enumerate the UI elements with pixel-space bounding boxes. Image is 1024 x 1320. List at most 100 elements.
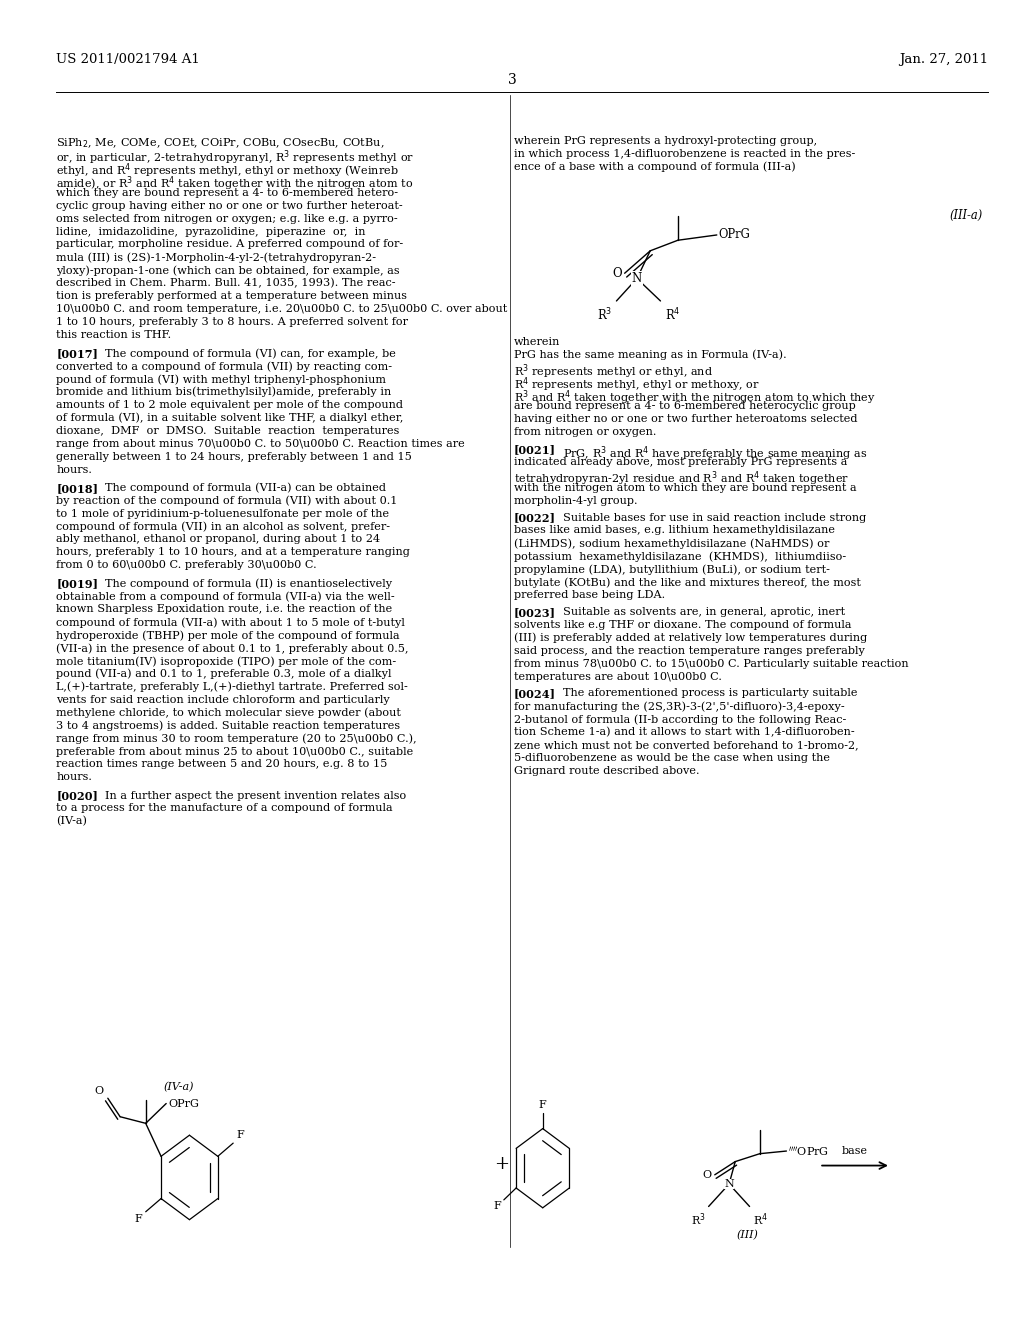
Text: generally between 1 to 24 hours, preferably between 1 and 15: generally between 1 to 24 hours, prefera…: [56, 451, 413, 462]
Text: dioxane,  DMF  or  DMSO.  Suitable  reaction  temperatures: dioxane, DMF or DMSO. Suitable reaction …: [56, 426, 399, 436]
Text: 3: 3: [508, 73, 516, 87]
Text: R$^3$: R$^3$: [597, 306, 612, 323]
Text: Suitable as solvents are, in general, aprotic, inert: Suitable as solvents are, in general, ap…: [563, 607, 846, 616]
Text: to 1 mole of pyridinium-p-toluenesulfonate per mole of the: to 1 mole of pyridinium-p-toluenesulfona…: [56, 508, 389, 519]
Text: R$^3$: R$^3$: [691, 1212, 706, 1229]
Text: R$^3$ and R$^4$ taken together with the nitrogen atom to which they: R$^3$ and R$^4$ taken together with the …: [514, 388, 876, 407]
Text: [0022]: [0022]: [514, 512, 556, 524]
Text: ence of a base with a compound of formula (III-a): ence of a base with a compound of formul…: [514, 162, 796, 173]
Text: or, in particular, 2-tetrahydropyranyl, R$^3$ represents methyl or: or, in particular, 2-tetrahydropyranyl, …: [56, 149, 415, 168]
Text: preferred base being LDA.: preferred base being LDA.: [514, 590, 666, 601]
Text: L,(+)-tartrate, preferably L,(+)-diethyl tartrate. Preferred sol-: L,(+)-tartrate, preferably L,(+)-diethyl…: [56, 682, 409, 693]
Text: by reaction of the compound of formula (VII) with about 0.1: by reaction of the compound of formula (…: [56, 495, 397, 506]
Text: PrG has the same meaning as in Formula (IV-a).: PrG has the same meaning as in Formula (…: [514, 350, 786, 360]
Text: from nitrogen or oxygen.: from nitrogen or oxygen.: [514, 428, 656, 437]
Text: in which process 1,4-difluorobenzene is reacted in the pres-: in which process 1,4-difluorobenzene is …: [514, 149, 855, 158]
Text: R$^3$ represents methyl or ethyl, and: R$^3$ represents methyl or ethyl, and: [514, 363, 713, 381]
Text: obtainable from a compound of formula (VII-a) via the well-: obtainable from a compound of formula (V…: [56, 591, 395, 602]
Text: solvents like e.g THF or dioxane. The compound of formula: solvents like e.g THF or dioxane. The co…: [514, 620, 852, 630]
Text: ably methanol, ethanol or propanol, during about 1 to 24: ably methanol, ethanol or propanol, duri…: [56, 535, 381, 544]
Text: for manufacturing the (2S,3R)-3-(2',5'-difluoro)-3,4-epoxy-: for manufacturing the (2S,3R)-3-(2',5'-d…: [514, 701, 845, 711]
Text: (VII-a) in the presence of about 0.1 to 1, preferably about 0.5,: (VII-a) in the presence of about 0.1 to …: [56, 643, 409, 653]
Text: OPrG: OPrG: [168, 1098, 199, 1109]
Text: Grignard route described above.: Grignard route described above.: [514, 766, 699, 776]
Text: said process, and the reaction temperature ranges preferably: said process, and the reaction temperatu…: [514, 645, 865, 656]
Text: mula (III) is (2S)-1-Morpholin-4-yl-2-(tetrahydropyran-2-: mula (III) is (2S)-1-Morpholin-4-yl-2-(t…: [56, 252, 377, 263]
Text: wherein PrG represents a hydroxyl-protecting group,: wherein PrG represents a hydroxyl-protec…: [514, 136, 817, 147]
Text: compound of formula (VII) in an alcohol as solvent, prefer-: compound of formula (VII) in an alcohol …: [56, 521, 390, 532]
Text: lidine,  imidazolidine,  pyrazolidine,  piperazine  or,  in: lidine, imidazolidine, pyrazolidine, pip…: [56, 227, 366, 236]
Text: with the nitrogen atom to which they are bound represent a: with the nitrogen atom to which they are…: [514, 483, 857, 492]
Text: [0021]: [0021]: [514, 444, 556, 455]
Text: methylene chloride, to which molecular sieve powder (about: methylene chloride, to which molecular s…: [56, 708, 401, 718]
Text: F: F: [135, 1214, 142, 1225]
Text: The compound of formula (II) is enantioselectively: The compound of formula (II) is enantios…: [105, 578, 392, 589]
Text: amounts of 1 to 2 mole equivalent per mole of the compound: amounts of 1 to 2 mole equivalent per mo…: [56, 400, 403, 409]
Text: hours.: hours.: [56, 465, 92, 474]
Text: from minus 78\u00b0 C. to 15\u00b0 C. Particularly suitable reaction: from minus 78\u00b0 C. to 15\u00b0 C. Pa…: [514, 659, 908, 669]
Text: +: +: [495, 1155, 509, 1173]
Text: $^{\prime\prime\prime\prime}$OPrG: $^{\prime\prime\prime\prime}$OPrG: [788, 1144, 829, 1158]
Text: cyclic group having either no or one or two further heteroat-: cyclic group having either no or one or …: [56, 201, 403, 211]
Text: R$^4$ represents methyl, ethyl or methoxy, or: R$^4$ represents methyl, ethyl or methox…: [514, 375, 760, 393]
Text: The aforementioned process is particularty suitable: The aforementioned process is particular…: [563, 689, 858, 698]
Text: which they are bound represent a 4- to 6-membered hetero-: which they are bound represent a 4- to 6…: [56, 187, 398, 198]
Text: converted to a compound of formula (VII) by reacting com-: converted to a compound of formula (VII)…: [56, 362, 392, 372]
Text: preferable from about minus 25 to about 10\u00b0 C., suitable: preferable from about minus 25 to about …: [56, 747, 414, 756]
Text: pound of formula (VI) with methyl triphenyl-phosphonium: pound of formula (VI) with methyl triphe…: [56, 374, 386, 384]
Text: The compound of formula (VII-a) can be obtained: The compound of formula (VII-a) can be o…: [105, 483, 386, 494]
Text: (IV-a): (IV-a): [56, 816, 87, 826]
Text: oms selected from nitrogen or oxygen; e.g. like e.g. a pyrro-: oms selected from nitrogen or oxygen; e.…: [56, 214, 398, 223]
Text: PrG, R$^3$ and R$^4$ have preferably the same meaning as: PrG, R$^3$ and R$^4$ have preferably the…: [563, 444, 867, 462]
Text: R$^4$: R$^4$: [665, 306, 680, 323]
Text: (III) is preferably added at relatively low temperatures during: (III) is preferably added at relatively …: [514, 632, 867, 643]
Text: described in Chem. Pharm. Bull. 41, 1035, 1993). The reac-: described in Chem. Pharm. Bull. 41, 1035…: [56, 279, 396, 289]
Text: base: base: [842, 1146, 868, 1156]
Text: tion is preferably performed at a temperature between minus: tion is preferably performed at a temper…: [56, 292, 408, 301]
Text: this reaction is THF.: this reaction is THF.: [56, 330, 171, 341]
Text: indicated already above, most preferably PrG represents a: indicated already above, most preferably…: [514, 457, 848, 467]
Text: (IV-a): (IV-a): [164, 1082, 195, 1093]
Text: [0023]: [0023]: [514, 607, 556, 618]
Text: 5-difluorobenzene as would be the case when using the: 5-difluorobenzene as would be the case w…: [514, 754, 830, 763]
Text: mole titanium(IV) isopropoxide (TIPO) per mole of the com-: mole titanium(IV) isopropoxide (TIPO) pe…: [56, 656, 396, 667]
Text: butylate (KOtBu) and the like and mixtures thereof, the most: butylate (KOtBu) and the like and mixtur…: [514, 577, 861, 587]
Text: [0024]: [0024]: [514, 689, 556, 700]
Text: wherein: wherein: [514, 337, 560, 347]
Text: F: F: [237, 1130, 244, 1140]
Text: Jan. 27, 2011: Jan. 27, 2011: [899, 53, 988, 66]
Text: tion Scheme 1-a) and it allows to start with 1,4-difluoroben-: tion Scheme 1-a) and it allows to start …: [514, 727, 855, 738]
Text: [0018]: [0018]: [56, 483, 98, 494]
Text: 2-butanol of formula (II-b according to the following Reac-: 2-butanol of formula (II-b according to …: [514, 714, 846, 725]
Text: amide), or R$^3$ and R$^4$ taken together with the nitrogen atom to: amide), or R$^3$ and R$^4$ taken togethe…: [56, 174, 414, 193]
Text: hours.: hours.: [56, 772, 92, 783]
Text: particular, morpholine residue. A preferred compound of for-: particular, morpholine residue. A prefer…: [56, 239, 403, 249]
Text: OPrG: OPrG: [719, 228, 751, 242]
Text: vents for said reaction include chloroform and particularly: vents for said reaction include chlorofo…: [56, 694, 390, 705]
Text: F: F: [539, 1100, 547, 1110]
Text: In a further aspect the present invention relates also: In a further aspect the present inventio…: [105, 791, 407, 800]
Text: bromide and lithium bis(trimethylsilyl)amide, preferably in: bromide and lithium bis(trimethylsilyl)a…: [56, 387, 391, 397]
Text: (LiHMDS), sodium hexamethyldisilazane (NaHMDS) or: (LiHMDS), sodium hexamethyldisilazane (N…: [514, 539, 829, 549]
Text: N: N: [632, 272, 642, 285]
Text: F: F: [493, 1201, 501, 1212]
Text: N: N: [724, 1179, 734, 1189]
Text: to a process for the manufacture of a compound of formula: to a process for the manufacture of a co…: [56, 804, 393, 813]
Text: zene which must not be converted beforehand to 1-bromo-2,: zene which must not be converted beforeh…: [514, 741, 859, 750]
Text: O: O: [94, 1085, 103, 1096]
Text: hydroperoxide (TBHP) per mole of the compound of formula: hydroperoxide (TBHP) per mole of the com…: [56, 630, 400, 640]
Text: 3 to 4 angstroems) is added. Suitable reaction temperatures: 3 to 4 angstroems) is added. Suitable re…: [56, 721, 400, 731]
Text: of formula (VI), in a suitable solvent like THF, a dialkyl ether,: of formula (VI), in a suitable solvent l…: [56, 413, 403, 424]
Text: [0020]: [0020]: [56, 791, 98, 801]
Text: US 2011/0021794 A1: US 2011/0021794 A1: [56, 53, 200, 66]
Text: are bound represent a 4- to 6-membered heterocyclic group: are bound represent a 4- to 6-membered h…: [514, 401, 856, 412]
Text: tetrahydropyran-2yl residue and R$^3$ and R$^4$ taken together: tetrahydropyran-2yl residue and R$^3$ an…: [514, 470, 849, 488]
Text: The compound of formula (VI) can, for example, be: The compound of formula (VI) can, for ex…: [105, 348, 396, 359]
Text: [0017]: [0017]: [56, 348, 98, 359]
Text: O: O: [702, 1170, 712, 1180]
Text: 10\u00b0 C. and room temperature, i.e. 20\u00b0 C. to 25\u00b0 C. over about: 10\u00b0 C. and room temperature, i.e. 2…: [56, 304, 508, 314]
Text: [0019]: [0019]: [56, 578, 98, 589]
Text: bases like amid bases, e.g. lithium hexamethyldisilazane: bases like amid bases, e.g. lithium hexa…: [514, 525, 835, 536]
Text: O: O: [612, 267, 622, 280]
Text: (III-a): (III-a): [950, 209, 983, 222]
